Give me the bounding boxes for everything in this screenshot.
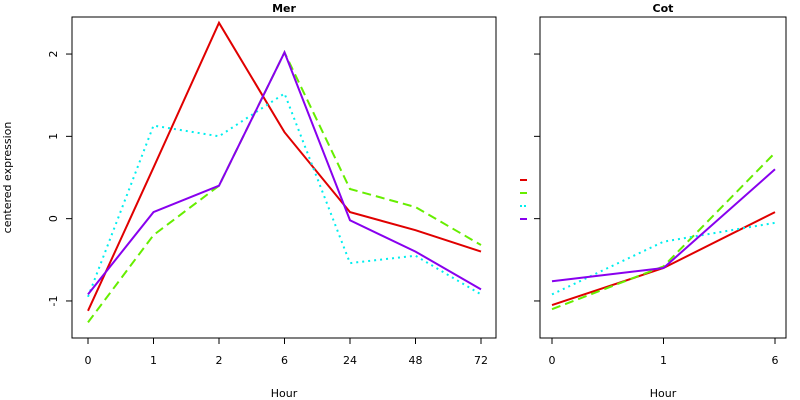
series-line-4 [87, 49, 482, 296]
panel-title: Cot [653, 2, 674, 15]
panel-mer: Mer 0 1 2 6 24 48 72 Hour -1 0 1 2 centered expressio… [1, 2, 497, 400]
plot-frame [71, 16, 497, 339]
plot-frame [539, 16, 787, 339]
x-tick-label: 24 [343, 354, 357, 367]
y-tick-label: 2 [47, 51, 60, 58]
legend [520, 179, 527, 220]
panel-title: Mer [272, 2, 296, 15]
x-tick-label: 2 [216, 354, 223, 367]
x-tick-label: 48 [409, 354, 423, 367]
y-tick-label: 0 [47, 215, 60, 222]
series-line-2 [551, 152, 776, 311]
x-tick-label: 6 [772, 354, 779, 367]
x-axis-title: Hour [271, 387, 298, 400]
x-axis-title: Hour [650, 387, 677, 400]
series-line-1 [87, 20, 482, 312]
y-axis-title: centered expression [1, 122, 14, 234]
x-tick-label: 1 [150, 354, 157, 367]
series-line-4 [551, 168, 776, 283]
x-tick-label: 1 [660, 354, 667, 367]
series-line-2 [87, 50, 482, 324]
x-tick-label: 6 [281, 354, 288, 367]
x-tick-label: 0 [549, 354, 556, 367]
x-tick-label: 72 [474, 354, 488, 367]
series-line-3 [87, 91, 482, 298]
panel-cot: Cot 0 1 6 Hour [534, 2, 787, 400]
y-tick-label: -1 [47, 295, 60, 306]
y-tick-label: 1 [47, 133, 60, 140]
x-tick-label: 0 [85, 354, 92, 367]
series-line-3 [551, 221, 776, 296]
series-line-1 [551, 211, 776, 307]
